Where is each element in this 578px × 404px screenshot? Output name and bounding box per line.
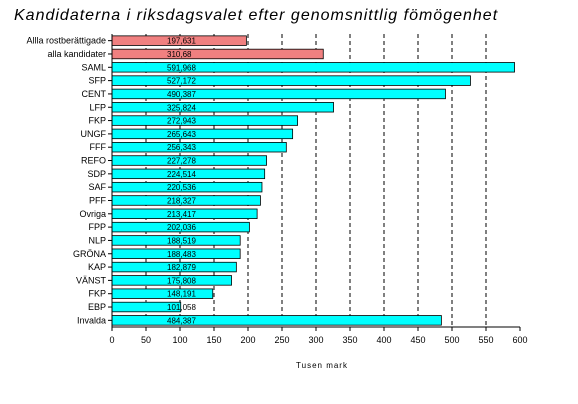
bar-value-label: 197,631 — [167, 37, 196, 46]
category-label: Ovriga — [79, 209, 106, 219]
category-label: FKP — [88, 116, 106, 126]
bar-value-label: 310,68 — [167, 50, 192, 59]
bar — [111, 115, 299, 126]
bar — [111, 288, 214, 299]
bar-value-label: 527,172 — [167, 77, 196, 86]
category-label: FKP — [88, 289, 106, 299]
bar-value-label: 490,387 — [167, 90, 196, 99]
category-label: SAML — [81, 62, 106, 72]
bar-value-label: 484,387 — [167, 316, 196, 325]
bar — [111, 102, 334, 113]
category-label: Invalda — [77, 315, 106, 325]
x-tick-label: 250 — [274, 335, 289, 345]
bar-value-label: 213,417 — [167, 210, 196, 219]
category-label: SDP — [87, 169, 106, 179]
x-tick-label: 0 — [109, 335, 114, 345]
category-label: CENT — [82, 89, 107, 99]
x-tick-label: 450 — [410, 335, 425, 345]
bar — [111, 75, 471, 86]
bar-value-label: 188,519 — [167, 236, 196, 245]
x-tick-label: 350 — [342, 335, 357, 345]
category-label: NLP — [88, 235, 106, 245]
bar-value-label: 591,968 — [167, 63, 196, 72]
bar-value-label: 202,036 — [167, 223, 196, 232]
bar-value-label: 227,278 — [167, 157, 196, 166]
bar-value-label: 101,058 — [167, 303, 196, 312]
x-tick-label: 50 — [141, 335, 151, 345]
bar — [111, 142, 287, 153]
bar-value-label: 182,879 — [167, 263, 196, 272]
category-label: REFO — [81, 156, 106, 166]
category-label: alla kandidater — [47, 49, 106, 59]
category-label: PFF — [89, 195, 107, 205]
category-label: LFP — [89, 102, 106, 112]
bars: 197,631 310,68 591,968 527,172 490,387 325,82… — [111, 35, 515, 326]
bar — [111, 315, 442, 326]
axes: 0 50 100 150 200 250 300 350 400 450 500 550 600 Alll… — [26, 34, 528, 345]
x-tick-label: 500 — [444, 335, 459, 345]
chart-title: Kandidaterna i riksdagsvalet efter genom… — [14, 7, 498, 24]
category-label: Allla rostberättigade — [26, 36, 106, 46]
x-tick-label: 150 — [206, 335, 221, 345]
bar-value-label: 272,943 — [167, 117, 196, 126]
x-tick-label: 300 — [308, 335, 323, 345]
category-label: SFP — [88, 76, 106, 86]
category-label: VÄNST — [76, 275, 107, 285]
category-label: KAP — [88, 262, 106, 272]
category-label: SAF — [88, 182, 106, 192]
bar-value-label: 220,536 — [167, 183, 196, 192]
category-label: EBP — [88, 302, 106, 312]
category-label: GRÖNA — [73, 249, 106, 259]
bar-value-label: 188,483 — [167, 250, 196, 259]
bar-value-label: 325,824 — [167, 103, 196, 112]
category-label: FFF — [90, 142, 107, 152]
x-tick-label: 600 — [512, 335, 527, 345]
x-tick-label: 550 — [478, 335, 493, 345]
x-tick-label: 400 — [376, 335, 391, 345]
x-tick-label: 100 — [172, 335, 187, 345]
bar-value-label: 148,191 — [167, 290, 196, 299]
bar-value-label: 265,643 — [167, 130, 196, 139]
x-tick-label: 200 — [240, 335, 255, 345]
x-axis-label: Tusen mark — [296, 361, 348, 370]
bar-value-label: 218,327 — [167, 196, 196, 205]
bar-value-label: 224,514 — [167, 170, 196, 179]
bar — [111, 128, 294, 140]
bar-value-label: 175,808 — [167, 276, 196, 285]
bar — [111, 88, 446, 100]
bar — [111, 48, 324, 60]
bar-value-label: 256,343 — [167, 143, 196, 152]
category-label: UNGF — [81, 129, 107, 139]
category-label: FPP — [88, 222, 106, 232]
